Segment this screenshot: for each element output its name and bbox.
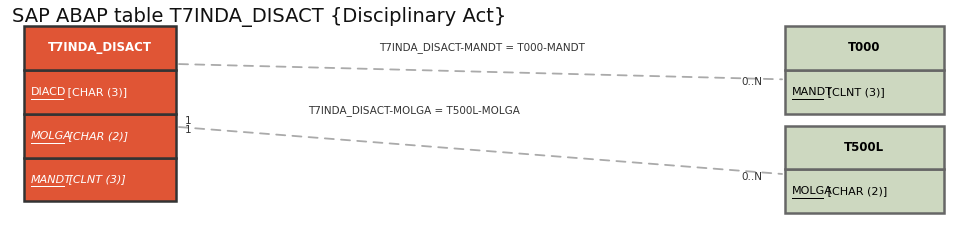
FancyBboxPatch shape — [785, 26, 944, 70]
Text: T7INDA_DISACT-MOLGA = T500L-MOLGA: T7INDA_DISACT-MOLGA = T500L-MOLGA — [308, 105, 520, 116]
Text: 1
1: 1 1 — [185, 116, 192, 135]
FancyBboxPatch shape — [24, 114, 176, 158]
FancyBboxPatch shape — [792, 99, 824, 100]
FancyBboxPatch shape — [31, 99, 64, 100]
Text: [CLNT (3)]: [CLNT (3)] — [824, 87, 885, 97]
Text: T7INDA_DISACT-MANDT = T000-MANDT: T7INDA_DISACT-MANDT = T000-MANDT — [378, 42, 585, 53]
Text: [CHAR (3)]: [CHAR (3)] — [64, 87, 127, 97]
FancyBboxPatch shape — [785, 169, 944, 213]
FancyBboxPatch shape — [24, 70, 176, 114]
FancyBboxPatch shape — [24, 26, 176, 70]
Text: T000: T000 — [848, 41, 880, 55]
Text: T7INDA_DISACT: T7INDA_DISACT — [48, 41, 152, 55]
FancyBboxPatch shape — [785, 70, 944, 114]
Text: 0..N: 0..N — [742, 172, 763, 182]
FancyBboxPatch shape — [31, 143, 65, 144]
Text: MOLGA: MOLGA — [31, 131, 71, 141]
Text: [CLNT (3)]: [CLNT (3)] — [65, 174, 126, 185]
Text: T500L: T500L — [845, 141, 884, 154]
FancyBboxPatch shape — [785, 126, 944, 169]
Text: [CHAR (2)]: [CHAR (2)] — [65, 131, 129, 141]
FancyBboxPatch shape — [24, 158, 176, 201]
Text: DIACD: DIACD — [31, 87, 66, 97]
Text: MANDT: MANDT — [792, 87, 832, 97]
Text: MOLGA: MOLGA — [792, 186, 832, 196]
Text: 0..N: 0..N — [742, 77, 763, 87]
FancyBboxPatch shape — [792, 198, 824, 199]
Text: [CHAR (2)]: [CHAR (2)] — [824, 186, 888, 196]
Text: SAP ABAP table T7INDA_DISACT {Disciplinary Act}: SAP ABAP table T7INDA_DISACT {Disciplina… — [12, 7, 506, 27]
Text: MANDT: MANDT — [31, 174, 72, 185]
